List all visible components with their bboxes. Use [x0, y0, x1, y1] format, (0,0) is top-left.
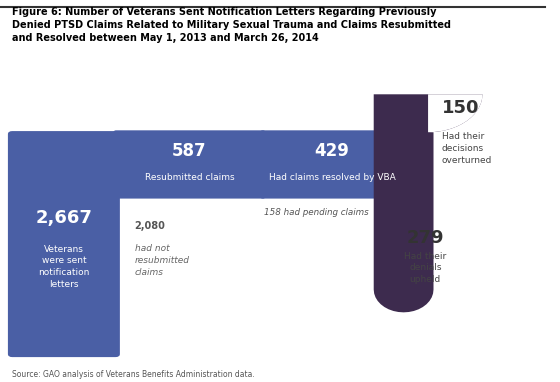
Text: had not
resubmitted
claims: had not resubmitted claims — [134, 244, 189, 277]
Text: 429: 429 — [315, 142, 349, 160]
Text: 2,080: 2,080 — [134, 221, 165, 231]
Text: Had their
decisions
overturned: Had their decisions overturned — [442, 132, 492, 165]
Text: 587: 587 — [172, 142, 207, 160]
Text: Veterans
were sent
notification
letters: Veterans were sent notification letters — [38, 244, 90, 289]
Text: 150: 150 — [442, 99, 479, 117]
Text: Resubmitted claims: Resubmitted claims — [144, 173, 234, 182]
PathPatch shape — [374, 94, 482, 312]
Text: 279: 279 — [407, 229, 444, 247]
Text: Source: GAO analysis of Veterans Benefits Administration data.: Source: GAO analysis of Veterans Benefit… — [12, 370, 255, 379]
Text: 158 had pending claims: 158 had pending claims — [264, 208, 368, 217]
FancyBboxPatch shape — [8, 131, 120, 357]
Wedge shape — [428, 94, 482, 132]
Text: Figure 6: Number of Veterans Sent Notification Letters Regarding Previously
Deni: Figure 6: Number of Veterans Sent Notifi… — [12, 7, 451, 44]
Text: 2,667: 2,667 — [35, 209, 92, 227]
FancyBboxPatch shape — [113, 130, 265, 199]
Text: Had claims resolved by VBA: Had claims resolved by VBA — [269, 173, 395, 182]
Text: Had their
denials
upheld: Had their denials upheld — [404, 252, 446, 284]
FancyBboxPatch shape — [260, 130, 404, 199]
